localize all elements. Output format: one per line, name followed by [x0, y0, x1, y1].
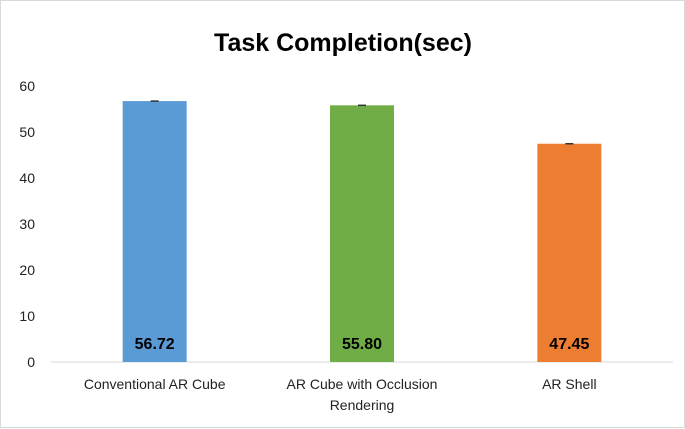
- y-tick-label: 60: [19, 78, 35, 94]
- y-axis-ticks: 0 10 20 30 40 50 60: [19, 78, 35, 370]
- category-label: Conventional AR Cube: [84, 376, 226, 392]
- y-tick-label: 0: [27, 354, 35, 370]
- bar: [330, 105, 394, 362]
- category-labels: Conventional AR Cube AR Cube with Occlusi…: [84, 376, 597, 413]
- bars-group: 56.72 55.80 47.45: [122, 100, 602, 362]
- y-tick-label: 30: [19, 216, 35, 232]
- y-tick-label: 10: [19, 308, 35, 324]
- data-label: 56.72: [135, 336, 175, 353]
- category-label: AR Shell: [542, 376, 596, 392]
- y-tick-label: 40: [19, 170, 35, 186]
- y-tick-label: 20: [19, 262, 35, 278]
- bar: [122, 101, 187, 362]
- chart-title: Task Completion(sec): [214, 29, 472, 57]
- y-tick-label: 50: [19, 124, 35, 140]
- category-label: AR Cube with Occlusion: [287, 376, 438, 392]
- data-label: 55.80: [342, 336, 382, 353]
- bar: [537, 143, 602, 362]
- category-label: Rendering: [330, 397, 395, 413]
- data-label: 47.45: [549, 336, 589, 353]
